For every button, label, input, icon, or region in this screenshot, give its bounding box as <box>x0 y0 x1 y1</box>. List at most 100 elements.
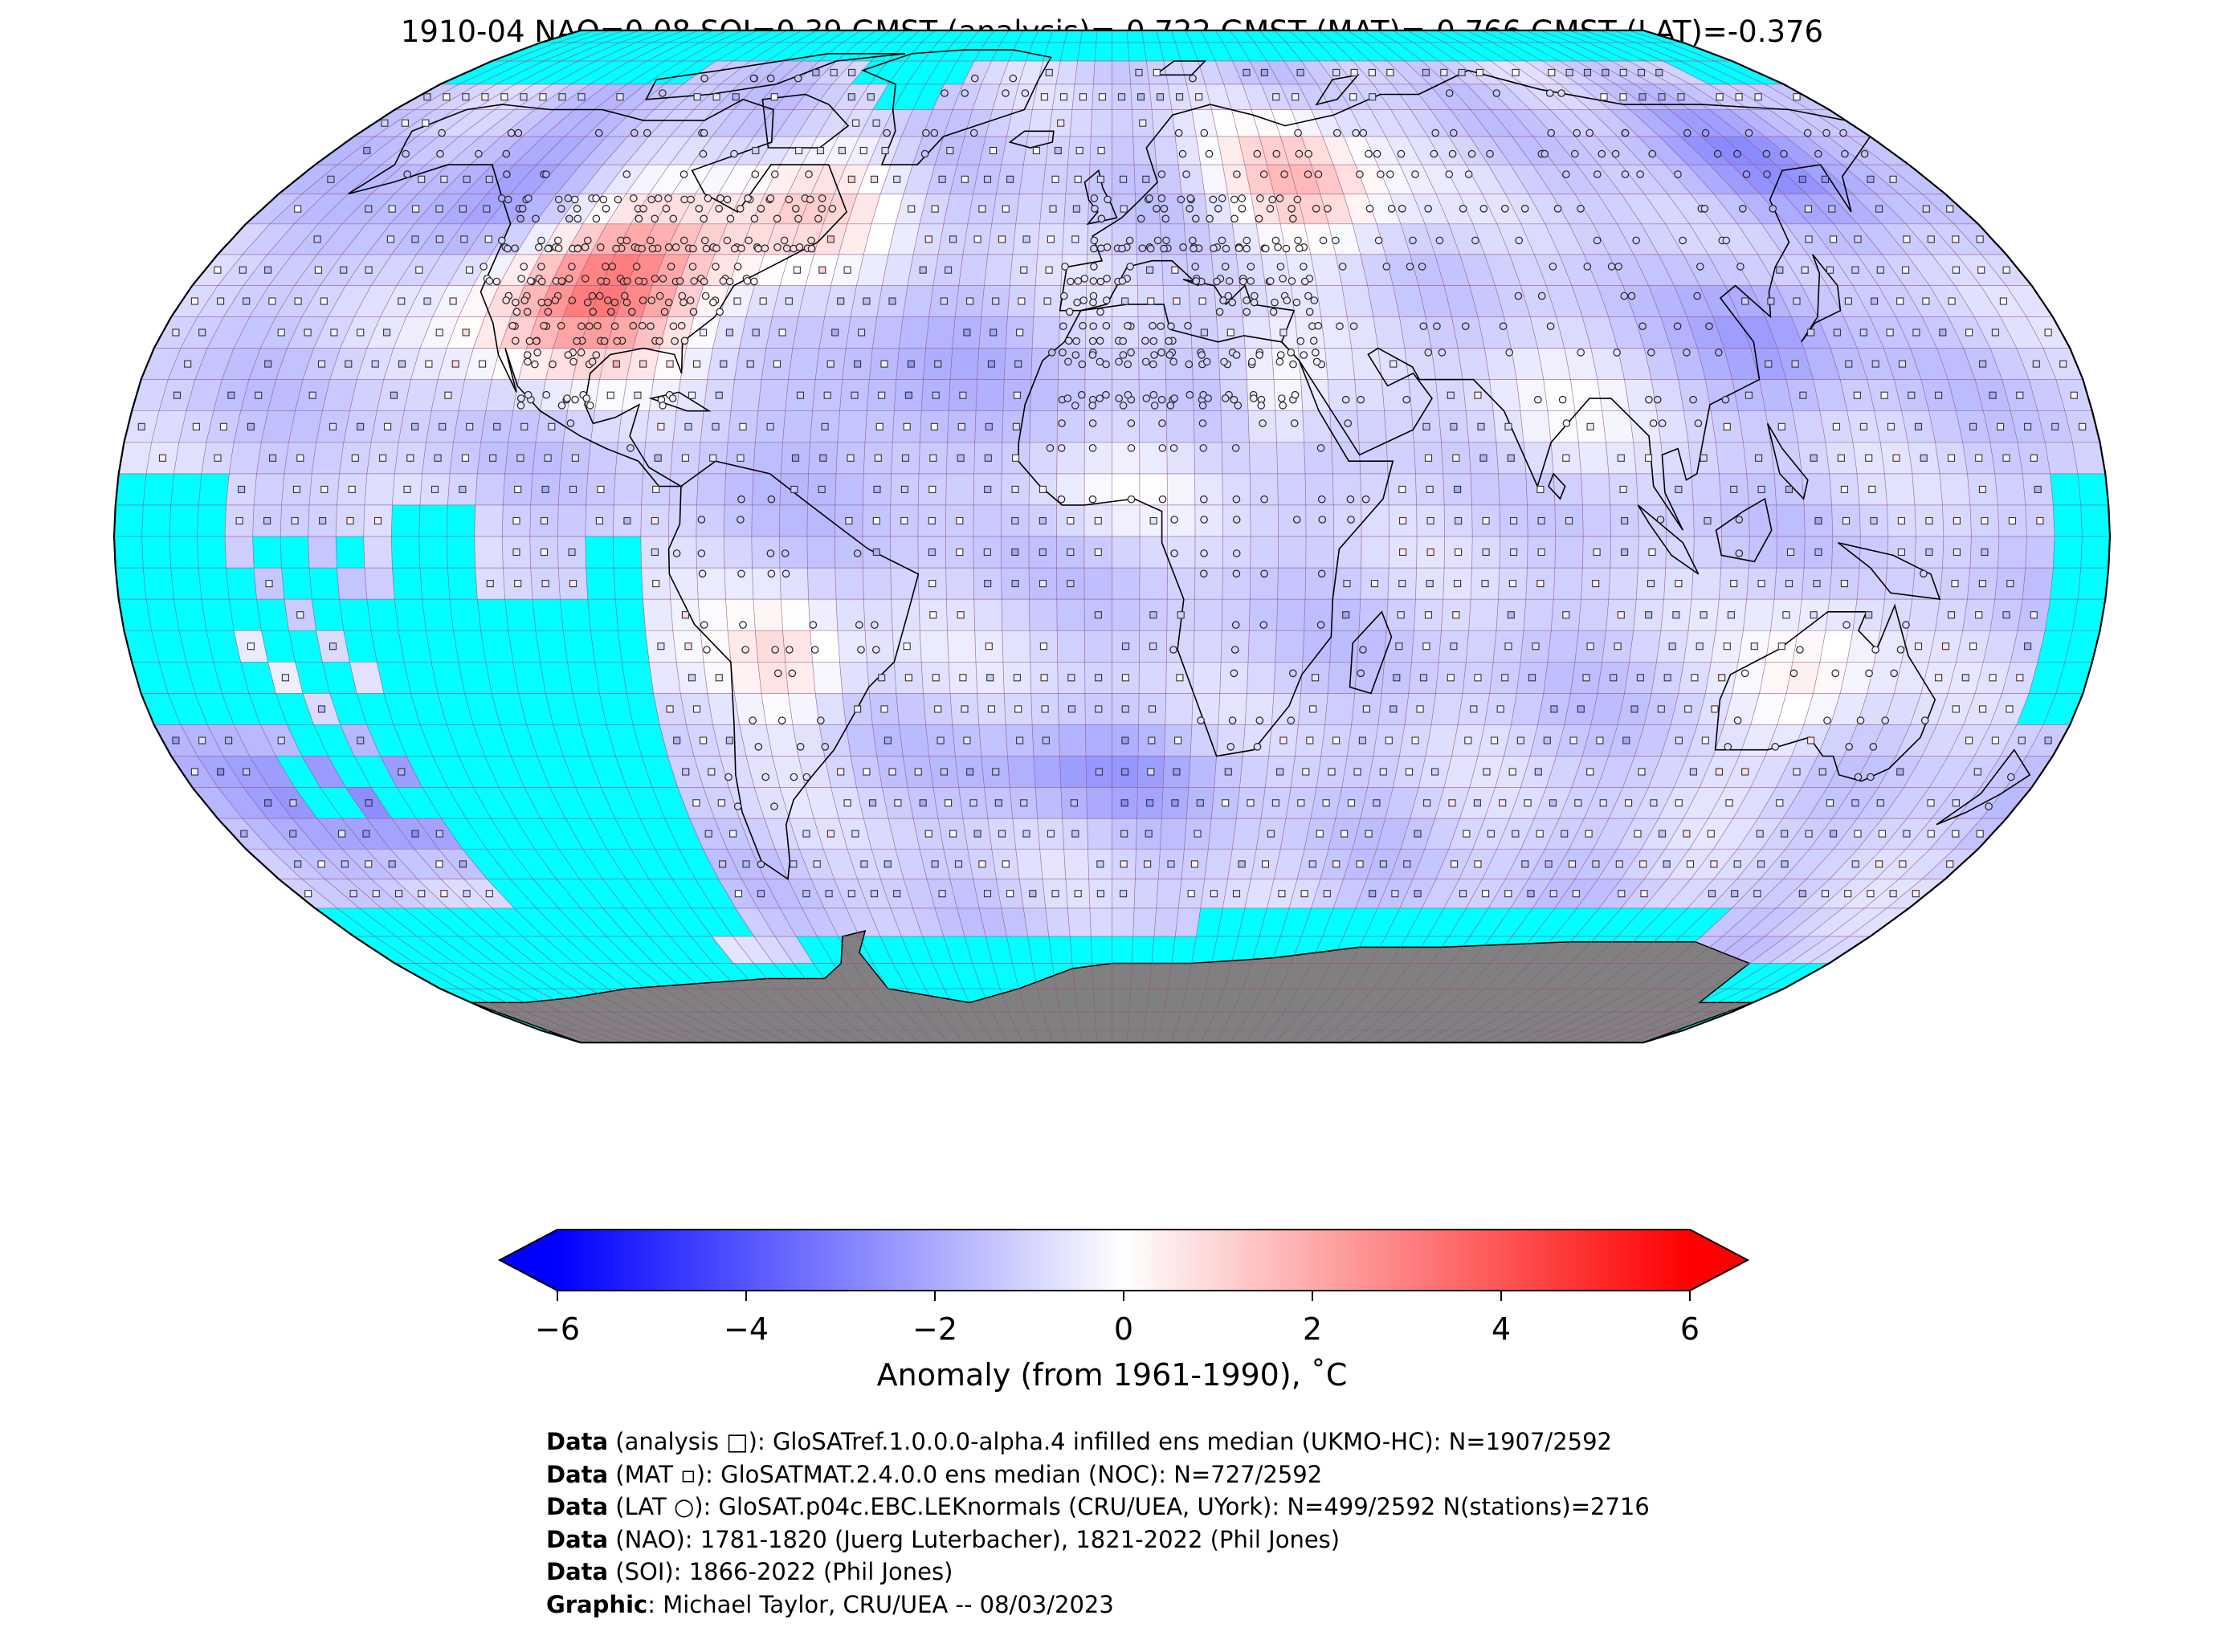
grid-cell <box>807 568 836 600</box>
marine-marker <box>1149 611 1157 619</box>
grid-cell <box>798 285 831 317</box>
grid-cell <box>1532 137 1577 165</box>
grid-cell <box>751 849 788 879</box>
marine-marker <box>512 516 520 525</box>
marine-marker <box>2044 736 2052 744</box>
grid-cell <box>1156 879 1181 908</box>
grid-cell <box>1366 194 1401 224</box>
grid-cell <box>1840 662 1875 694</box>
marine-marker <box>1020 799 1028 807</box>
grid-cell <box>1793 630 1826 663</box>
marine-marker <box>1397 611 1405 619</box>
grid-cell <box>132 379 169 411</box>
coastline-africa <box>1018 304 1394 757</box>
grid-cell <box>1367 285 1400 317</box>
grid-cell <box>543 109 594 137</box>
marine-marker <box>1096 890 1104 898</box>
station-marker <box>1170 549 1178 557</box>
colorbar-tick-label: −6 <box>535 1311 580 1347</box>
marine-marker <box>845 516 853 525</box>
marine-marker <box>1071 830 1079 838</box>
grid-cell <box>1804 348 1841 380</box>
marine-marker <box>1741 768 1749 776</box>
marine-marker <box>1912 890 1920 898</box>
credit-line: Data (SOI): 1866-2022 (Phil Jones) <box>546 1556 1650 1589</box>
grid-cell <box>1687 165 1737 194</box>
grid-cell <box>1410 109 1449 137</box>
marine-marker <box>365 799 373 807</box>
grid-cell <box>1112 568 1140 600</box>
grid-cell <box>1278 536 1307 569</box>
grid-cell <box>707 693 740 725</box>
grid-cell <box>1300 379 1330 411</box>
grid-cell <box>1167 536 1195 569</box>
grid-cell <box>1512 137 1555 165</box>
marine-marker <box>1658 830 1667 838</box>
marine-marker <box>878 674 886 682</box>
marine-marker <box>1389 705 1398 713</box>
grid-cell <box>1393 285 1426 317</box>
marine-marker <box>217 768 225 776</box>
marine-marker <box>1144 860 1152 868</box>
grid-cell <box>1634 724 1671 757</box>
grid-cell <box>1384 410 1414 443</box>
marine-marker <box>893 890 901 898</box>
grid-cell <box>727 194 765 224</box>
grid-cell <box>1546 756 1583 788</box>
marine-marker <box>1356 860 1364 868</box>
marine-marker <box>238 485 246 493</box>
grid-cell <box>865 630 895 663</box>
grid-cell <box>1749 504 1777 536</box>
marine-marker <box>1482 890 1490 898</box>
marine-marker <box>1121 642 1130 651</box>
grid-cell <box>765 879 802 908</box>
grid-cell <box>1406 137 1444 165</box>
marine-marker <box>1426 580 1434 588</box>
grid-cell <box>267 379 304 411</box>
marine-marker <box>1527 890 1535 898</box>
grid-cell <box>292 818 342 850</box>
grid-cell <box>701 61 751 84</box>
grid-cell <box>922 109 953 137</box>
marine-marker <box>1370 580 1378 588</box>
grid-cell <box>1691 568 1721 600</box>
grid-cell <box>246 849 302 879</box>
grid-cell <box>751 504 780 536</box>
grid-cell <box>1343 194 1377 224</box>
grid-cell <box>835 536 863 569</box>
grid-cell <box>1084 568 1112 600</box>
marine-marker <box>872 516 880 525</box>
grid-cell <box>1018 61 1043 84</box>
station-marker <box>1253 742 1262 751</box>
marine-marker <box>1976 830 1984 838</box>
grid-cell <box>779 504 808 536</box>
grid-cell <box>618 410 650 443</box>
grid-cell <box>1739 316 1777 349</box>
grid-cell <box>1473 61 1523 84</box>
station-marker <box>1724 742 1732 751</box>
marine-marker <box>1171 799 1179 807</box>
station-marker <box>781 549 790 557</box>
marine-marker <box>692 705 701 713</box>
grid-cell <box>1449 137 1489 165</box>
grid-cell <box>1789 936 1850 964</box>
colorbar-gradient <box>557 1230 1690 1291</box>
grid-cell <box>1936 348 1976 380</box>
marine-marker <box>1636 674 1644 682</box>
coastline-philippines <box>1766 422 1809 500</box>
grid-cell <box>1193 662 1222 694</box>
grid-cell <box>1333 165 1367 194</box>
grid-cell <box>1736 194 1786 224</box>
grid-cell <box>1691 194 1738 224</box>
grid-cell <box>1470 109 1512 137</box>
marine-marker <box>1067 705 1076 713</box>
grid-cell <box>1651 379 1684 411</box>
grid-cell <box>846 724 877 757</box>
marine-marker <box>1358 736 1366 744</box>
grid-cell <box>1245 693 1274 725</box>
marine-marker <box>403 485 411 493</box>
station-marker <box>757 860 765 868</box>
grid-cell <box>1250 536 1279 569</box>
marine-marker <box>813 860 821 868</box>
station-marker <box>1317 569 1326 578</box>
